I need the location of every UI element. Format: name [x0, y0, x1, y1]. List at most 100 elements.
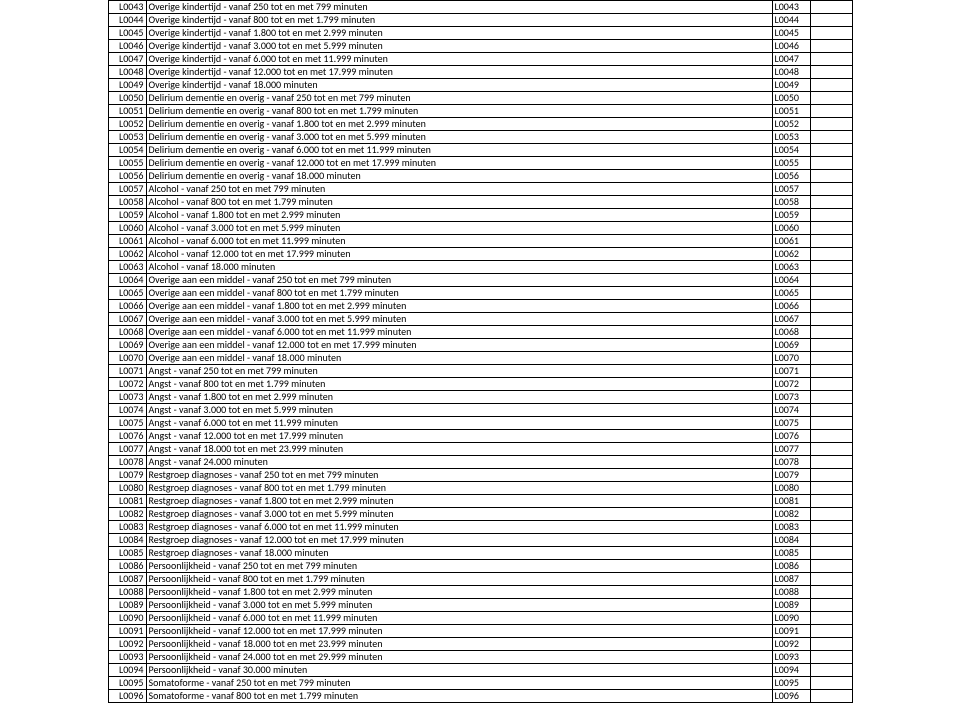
cell-code2: L0086 [772, 560, 810, 573]
pad-left [0, 157, 108, 170]
table-row: L0071Angst - vanaf 250 tot en met 799 mi… [0, 365, 960, 378]
cell-code2: L0070 [772, 352, 810, 365]
cell-code2: L0047 [772, 53, 810, 66]
cell-code2: L0095 [772, 677, 810, 690]
pad-right [852, 677, 960, 690]
pad-left [0, 573, 108, 586]
table-row: L0059Alcohol - vanaf 1.800 tot en met 2.… [0, 209, 960, 222]
pad-left [0, 508, 108, 521]
cell-description: Restgroep diagnoses - vanaf 18.000 minut… [146, 547, 772, 560]
pad-left [0, 27, 108, 40]
cell-code2: L0090 [772, 612, 810, 625]
cell-code: L0061 [108, 235, 146, 248]
table-row: L0095Somatoforme - vanaf 250 tot en met … [0, 677, 960, 690]
cell-description: Overige kindertijd - vanaf 250 tot en me… [146, 1, 772, 14]
cell-code2: L0080 [772, 482, 810, 495]
pad-left [0, 443, 108, 456]
pad-left [0, 196, 108, 209]
cell-blank [810, 417, 852, 430]
cell-code2: L0082 [772, 508, 810, 521]
table-row: L0078Angst - vanaf 24.000 minutenL0078 [0, 456, 960, 469]
table-row: L0058Alcohol - vanaf 800 tot en met 1.79… [0, 196, 960, 209]
pad-right [852, 586, 960, 599]
cell-blank [810, 560, 852, 573]
cell-description: Alcohol - vanaf 800 tot en met 1.799 min… [146, 196, 772, 209]
pad-right [852, 79, 960, 92]
table-row: L0047Overige kindertijd - vanaf 6.000 to… [0, 53, 960, 66]
cell-description: Somatoforme - vanaf 800 tot en met 1.799… [146, 690, 772, 703]
table-row: L0096Somatoforme - vanaf 800 tot en met … [0, 690, 960, 703]
cell-code: L0058 [108, 196, 146, 209]
cell-code: L0044 [108, 14, 146, 27]
pad-right [852, 92, 960, 105]
pad-left [0, 651, 108, 664]
cell-blank [810, 79, 852, 92]
pad-left [0, 469, 108, 482]
pad-left [0, 40, 108, 53]
cell-code: L0053 [108, 131, 146, 144]
pad-right [852, 339, 960, 352]
table-row: L0048Overige kindertijd - vanaf 12.000 t… [0, 66, 960, 79]
cell-code2: L0056 [772, 170, 810, 183]
table-row: L0063Alcohol - vanaf 18.000 minutenL0063 [0, 261, 960, 274]
cell-blank [810, 677, 852, 690]
pad-right [852, 547, 960, 560]
cell-code2: L0063 [772, 261, 810, 274]
cell-blank [810, 27, 852, 40]
pad-right [852, 391, 960, 404]
cell-code2: L0044 [772, 14, 810, 27]
cell-description: Restgroep diagnoses - vanaf 800 tot en m… [146, 482, 772, 495]
cell-code2: L0091 [772, 625, 810, 638]
cell-description: Delirium dementie en overig - vanaf 18.0… [146, 170, 772, 183]
cell-code2: L0043 [772, 1, 810, 14]
table-row: L0049Overige kindertijd - vanaf 18.000 m… [0, 79, 960, 92]
cell-description: Persoonlijkheid - vanaf 18.000 tot en me… [146, 638, 772, 651]
cell-blank [810, 339, 852, 352]
pad-left [0, 118, 108, 131]
cell-description: Angst - vanaf 3.000 tot en met 5.999 min… [146, 404, 772, 417]
pad-left [0, 378, 108, 391]
cell-blank [810, 235, 852, 248]
table-row: L0093Persoonlijkheid - vanaf 24.000 tot … [0, 651, 960, 664]
cell-description: Alcohol - vanaf 3.000 tot en met 5.999 m… [146, 222, 772, 235]
table-row: L0086Persoonlijkheid - vanaf 250 tot en … [0, 560, 960, 573]
cell-code: L0071 [108, 365, 146, 378]
cell-code: L0043 [108, 1, 146, 14]
cell-code: L0075 [108, 417, 146, 430]
cell-code2: L0067 [772, 313, 810, 326]
cell-description: Alcohol - vanaf 250 tot en met 799 minut… [146, 183, 772, 196]
cell-description: Delirium dementie en overig - vanaf 3.00… [146, 131, 772, 144]
pad-right [852, 222, 960, 235]
cell-description: Restgroep diagnoses - vanaf 1.800 tot en… [146, 495, 772, 508]
cell-description: Persoonlijkheid - vanaf 3.000 tot en met… [146, 599, 772, 612]
cell-code2: L0079 [772, 469, 810, 482]
cell-code2: L0089 [772, 599, 810, 612]
cell-code: L0094 [108, 664, 146, 677]
cell-code: L0066 [108, 300, 146, 313]
pad-left [0, 638, 108, 651]
pad-left [0, 66, 108, 79]
table-row: L0054Delirium dementie en overig - vanaf… [0, 144, 960, 157]
cell-code: L0091 [108, 625, 146, 638]
pad-right [852, 14, 960, 27]
pad-right [852, 183, 960, 196]
table-row: L0089Persoonlijkheid - vanaf 3.000 tot e… [0, 599, 960, 612]
pad-right [852, 118, 960, 131]
pad-right [852, 352, 960, 365]
cell-blank [810, 1, 852, 14]
table-row: L0062Alcohol - vanaf 12.000 tot en met 1… [0, 248, 960, 261]
cell-code2: L0050 [772, 92, 810, 105]
cell-description: Alcohol - vanaf 1.800 tot en met 2.999 m… [146, 209, 772, 222]
cell-code2: L0057 [772, 183, 810, 196]
table-row: L0052Delirium dementie en overig - vanaf… [0, 118, 960, 131]
cell-description: Persoonlijkheid - vanaf 24.000 tot en me… [146, 651, 772, 664]
cell-code: L0089 [108, 599, 146, 612]
pad-right [852, 170, 960, 183]
pad-right [852, 53, 960, 66]
cell-description: Overige aan een middel - vanaf 18.000 mi… [146, 352, 772, 365]
pad-left [0, 235, 108, 248]
pad-right [852, 417, 960, 430]
cell-blank [810, 365, 852, 378]
cell-blank [810, 521, 852, 534]
table-row: L0088Persoonlijkheid - vanaf 1.800 tot e… [0, 586, 960, 599]
